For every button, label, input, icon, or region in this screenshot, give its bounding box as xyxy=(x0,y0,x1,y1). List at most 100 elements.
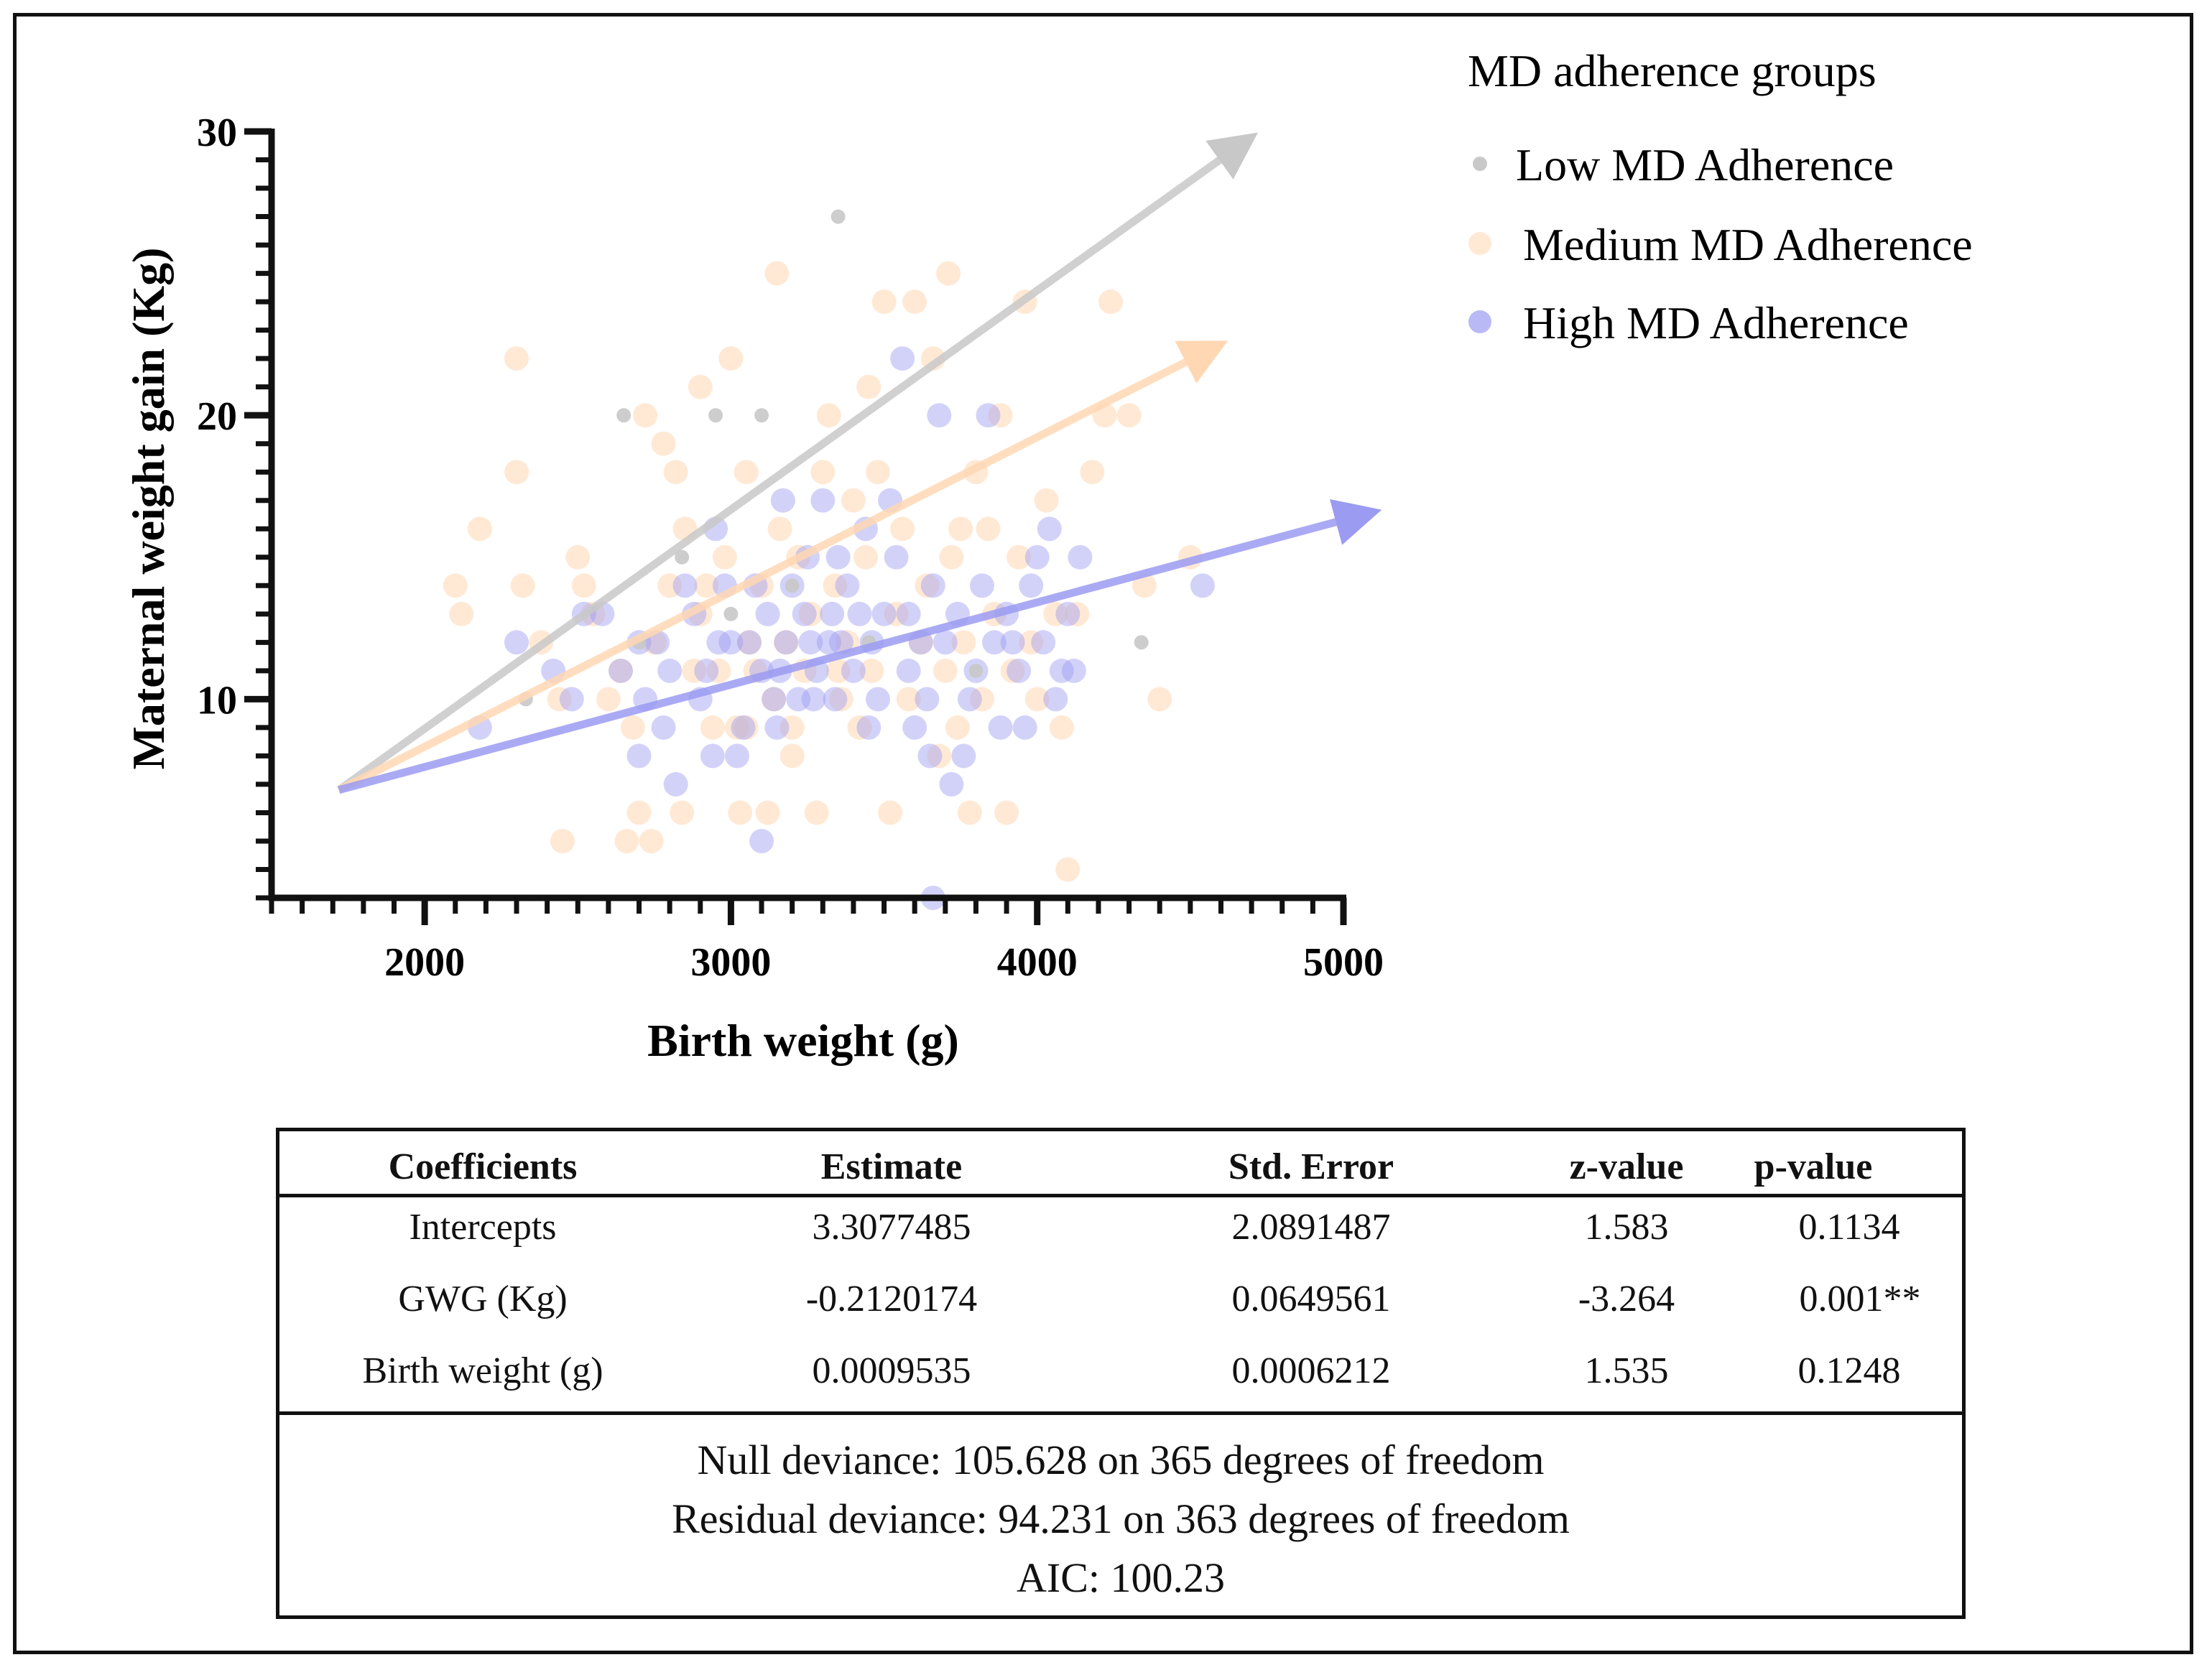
point-high xyxy=(1031,630,1056,655)
point-medium xyxy=(828,687,853,712)
point-high xyxy=(1000,630,1025,655)
point-medium xyxy=(1098,289,1123,315)
point-medium xyxy=(970,687,994,712)
point-medium xyxy=(847,715,872,740)
legend-label-high: High MD Adherence xyxy=(1523,297,1909,348)
point-medium xyxy=(884,601,909,626)
point-medium xyxy=(621,715,645,740)
trend-arrow-high xyxy=(338,498,1382,794)
point-medium xyxy=(1049,715,1074,740)
point-high xyxy=(890,346,915,371)
axes: 10 20 30 2000 3000 4000 5000 xyxy=(197,111,1384,985)
point-medium xyxy=(816,403,841,428)
point-high xyxy=(866,687,890,712)
point-high xyxy=(902,715,927,740)
point-high xyxy=(927,403,952,428)
point-high xyxy=(608,658,633,683)
point-high xyxy=(626,743,652,769)
point-medium xyxy=(510,573,535,598)
point-medium xyxy=(1024,687,1050,712)
point-high xyxy=(841,658,866,683)
point-medium xyxy=(504,346,529,371)
point-high xyxy=(786,687,811,712)
point-high xyxy=(1012,715,1037,740)
point-medium xyxy=(694,573,719,598)
point-medium xyxy=(927,743,952,769)
point-high xyxy=(770,488,795,513)
x-tick-label: 2000 xyxy=(384,940,465,985)
point-high xyxy=(706,630,731,655)
row-std-error: 2.0891487 xyxy=(1231,1207,1391,1248)
point-low xyxy=(675,549,690,565)
point-medium xyxy=(1116,403,1142,428)
y-tick-label: 30 xyxy=(197,111,237,155)
point-medium xyxy=(1019,630,1044,655)
point-medium xyxy=(1034,488,1059,513)
point-high xyxy=(896,601,921,626)
point-medium xyxy=(1080,460,1105,485)
row-std-error: 0.0649561 xyxy=(1231,1279,1391,1319)
point-high xyxy=(988,715,1013,740)
point-high xyxy=(835,573,860,598)
point-medium xyxy=(994,800,1019,825)
point-medium xyxy=(779,743,805,769)
point-medium xyxy=(939,544,964,570)
y-axis-label: Maternal weight gain (Kg) xyxy=(123,248,174,770)
point-low xyxy=(708,408,723,423)
point-high xyxy=(731,715,756,740)
point-high xyxy=(801,687,826,712)
row-std-error: 0.0006212 xyxy=(1231,1350,1391,1391)
point-high xyxy=(1068,544,1093,570)
point-high xyxy=(810,488,836,513)
point-medium xyxy=(936,261,961,286)
point-medium xyxy=(774,630,799,655)
regression-table: Coefficients Estimate Std. Error z-value… xyxy=(276,1128,1966,1619)
point-medium xyxy=(700,715,725,740)
point-medium xyxy=(614,829,639,853)
point-medium xyxy=(878,800,903,825)
point-medium xyxy=(841,488,866,513)
point-medium xyxy=(823,573,848,598)
point-high xyxy=(1190,573,1215,598)
point-medium xyxy=(626,800,652,825)
point-high xyxy=(856,715,881,740)
point-medium xyxy=(945,715,970,740)
point-medium xyxy=(755,800,780,825)
point-medium xyxy=(547,687,572,712)
trend-arrow-low xyxy=(336,132,1259,794)
point-high xyxy=(1049,658,1074,683)
point-high xyxy=(504,630,529,655)
point-low xyxy=(1134,635,1149,650)
point-high xyxy=(774,630,799,655)
point-high xyxy=(915,687,940,712)
header-estimate: Estimate xyxy=(820,1146,963,1187)
point-high xyxy=(933,630,958,655)
row-estimate: -0.2120174 xyxy=(805,1279,978,1319)
point-low xyxy=(968,663,984,678)
residual-deviance: Residual deviance: 94.231 on 363 degrees… xyxy=(672,1495,1570,1542)
y-tick-label: 20 xyxy=(197,394,237,439)
point-medium xyxy=(866,460,890,485)
point-low xyxy=(754,408,769,423)
point-medium xyxy=(734,715,759,740)
point-medium xyxy=(804,800,829,825)
point-medium xyxy=(651,431,676,456)
point-high xyxy=(976,403,1001,428)
row-z-value: 1.535 xyxy=(1584,1350,1669,1391)
point-high xyxy=(749,829,774,853)
point-medium xyxy=(825,658,851,683)
point-medium xyxy=(596,687,621,712)
point-high xyxy=(820,601,845,626)
point-high xyxy=(1006,658,1032,683)
row-estimate: 3.3077485 xyxy=(812,1207,971,1248)
point-medium xyxy=(948,516,973,542)
x-tick-label: 3000 xyxy=(690,940,771,985)
point-high xyxy=(1043,687,1068,712)
point-high xyxy=(559,687,584,712)
point-high xyxy=(823,687,848,712)
point-medium xyxy=(764,261,790,286)
row-z-value: -3.264 xyxy=(1578,1279,1675,1319)
legend-title: MD adherence groups xyxy=(1468,45,1877,96)
point-high xyxy=(798,630,823,655)
point-high xyxy=(920,573,945,598)
